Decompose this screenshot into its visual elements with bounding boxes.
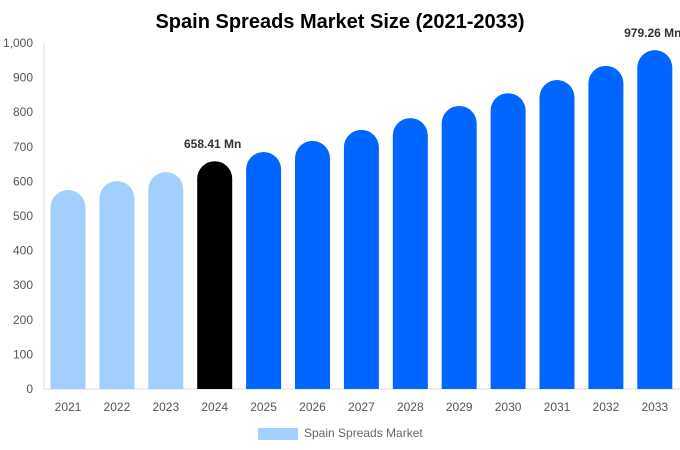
- bar-2030[interactable]: [490, 93, 526, 390]
- y-tick-label: 100: [13, 347, 33, 361]
- data-label: 658.41 Mn: [184, 137, 241, 151]
- x-tick-label: 2031: [544, 400, 571, 414]
- bar-2023[interactable]: [148, 172, 184, 389]
- legend-label[interactable]: Spain Spreads Market: [304, 426, 423, 440]
- y-tick-label: 900: [13, 71, 33, 85]
- x-tick-label: 2023: [152, 400, 179, 414]
- bar-2033[interactable]: [637, 50, 673, 390]
- x-tick-label: 2026: [299, 400, 326, 414]
- y-tick-label: 700: [13, 140, 33, 154]
- y-tick-label: 600: [13, 174, 33, 188]
- x-tick-label: 2033: [641, 400, 668, 414]
- x-tick-label: 2030: [495, 400, 522, 414]
- bar-2024[interactable]: [197, 161, 233, 389]
- data-label: 979.26 Mn: [624, 26, 680, 40]
- legend-swatch: [258, 428, 298, 440]
- bar-2029[interactable]: [441, 105, 477, 390]
- y-tick-label: 200: [13, 313, 33, 327]
- bar-2027[interactable]: [343, 129, 379, 389]
- bar-2022[interactable]: [99, 181, 135, 389]
- x-tick-label: 2025: [250, 400, 277, 414]
- y-tick-label: 500: [13, 209, 33, 223]
- bar-2031[interactable]: [539, 80, 575, 389]
- x-tick-label: 2032: [593, 400, 620, 414]
- bar-2021[interactable]: [50, 190, 86, 389]
- x-tick-label: 2029: [446, 400, 473, 414]
- bar-2025[interactable]: [246, 152, 282, 389]
- bar-2028[interactable]: [392, 118, 428, 389]
- y-tick-label: 800: [13, 105, 33, 119]
- x-tick-label: 2021: [55, 400, 82, 414]
- x-tick-label: 2024: [201, 400, 228, 414]
- bar-2032[interactable]: [588, 65, 624, 390]
- bar-2026[interactable]: [295, 140, 330, 389]
- y-tick-label: 400: [13, 244, 33, 258]
- x-tick-label: 2022: [104, 400, 131, 414]
- y-tick-label: 0: [26, 382, 33, 396]
- y-tick-label: 1,000: [3, 36, 33, 50]
- y-tick-label: 300: [13, 278, 33, 292]
- chart-title: Spain Spreads Market Size (2021-2033): [155, 11, 524, 33]
- x-tick-label: 2028: [397, 400, 424, 414]
- x-tick-label: 2027: [348, 400, 375, 414]
